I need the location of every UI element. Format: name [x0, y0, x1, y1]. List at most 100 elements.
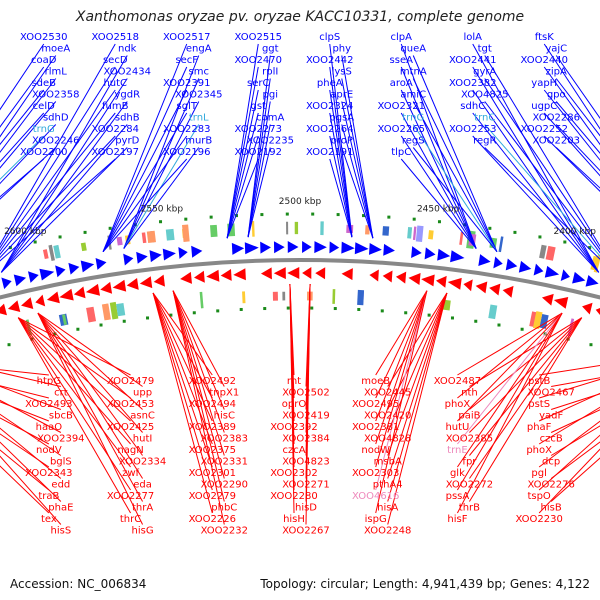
label-leader — [0, 135, 45, 180]
label-leader — [0, 401, 50, 422]
label-leader — [0, 135, 116, 259]
gene-label: XOO2440 — [521, 55, 568, 66]
label-leader — [456, 312, 563, 514]
gene-label: celD — [33, 101, 55, 112]
gene-label: XOO2253 — [449, 124, 496, 135]
gene-label: XOO2442 — [306, 55, 353, 66]
forward-gene-arrow — [273, 241, 285, 254]
scale-tick — [99, 323, 103, 327]
label-leader — [412, 101, 498, 252]
label-leader — [555, 55, 600, 120]
label-leader — [329, 66, 353, 238]
gene-label: yadF — [539, 411, 563, 422]
label-leader — [550, 441, 600, 479]
label-leader — [341, 124, 374, 239]
label-leader — [484, 101, 600, 254]
scale-tick — [538, 235, 542, 239]
reverse-gene-arrow — [421, 274, 435, 287]
label-leader — [472, 112, 600, 273]
reverse-gene-arrow — [153, 274, 165, 287]
label-leader — [152, 292, 213, 468]
forward-category-block — [365, 225, 370, 235]
gene-label: XOO2248 — [364, 526, 411, 537]
forward-category-block — [42, 249, 49, 259]
reverse-gene-arrow — [541, 293, 554, 306]
gene-label: XOO2284 — [92, 124, 139, 135]
label-leader — [387, 292, 448, 387]
label-leader — [484, 78, 600, 251]
forward-strand-features — [1, 221, 600, 290]
label-leader — [172, 290, 225, 456]
forward-category-block — [459, 231, 464, 246]
gene-label: pgl — [531, 468, 546, 479]
gene-label: bglS — [50, 457, 72, 468]
label-leader — [0, 78, 57, 154]
reverse-gene-arrow — [369, 269, 379, 282]
reverse-gene-arrow — [463, 279, 473, 292]
forward-gene-arrow — [478, 254, 491, 267]
reverse-gene-arrow — [435, 275, 447, 288]
gene-label: dcp — [542, 457, 560, 468]
reverse-category-block — [272, 291, 278, 301]
gene-label: XOO2384 — [282, 434, 329, 445]
label-leader — [0, 371, 61, 387]
label-leader — [0, 413, 62, 456]
label-leader — [543, 89, 600, 161]
gene-label: hisF — [447, 514, 467, 525]
forward-gene-arrow — [544, 265, 560, 278]
label-leader — [247, 55, 271, 238]
reverse-gene-arrow — [0, 303, 7, 316]
gene-label: XOO2394 — [37, 434, 84, 445]
forward-category-block — [498, 236, 504, 253]
label-leader — [37, 312, 143, 456]
gene-label: ftsK — [535, 32, 554, 43]
gene-label: XOO2467 — [527, 388, 574, 399]
label-leader — [469, 317, 583, 410]
reverse-gene-arrow — [85, 283, 101, 296]
gene-label: XOO2286 — [533, 113, 580, 124]
scale-tick — [488, 226, 492, 230]
gene-label: XOO2265 — [378, 124, 425, 135]
gene-label: engA — [186, 44, 212, 55]
gene-label: XOO2283 — [163, 124, 210, 135]
reverse-gene-labels: htpG XOO2479 XOO2492 rnt moeB XOO2487 pstB crt u… — [25, 376, 575, 537]
gene-label: trnG — [33, 124, 55, 135]
scale-tick — [8, 246, 12, 250]
label-leader — [152, 292, 213, 514]
gene-label: murB — [185, 136, 212, 147]
label-leader — [555, 147, 600, 189]
label-leader — [0, 147, 128, 273]
label-leader — [0, 427, 62, 479]
label-leader — [0, 158, 116, 262]
gene-label: hisS — [51, 526, 72, 537]
forward-gene-arrow — [149, 250, 162, 263]
gene-label: XOO2518 — [92, 32, 139, 43]
label-leader — [472, 89, 600, 273]
gene-label: traB — [38, 491, 59, 502]
forward-gene-arrow — [136, 251, 148, 264]
gene-label: trnG — [402, 113, 424, 124]
label-leader — [457, 312, 563, 376]
label-leader — [412, 78, 498, 252]
reverse-category-block — [101, 303, 111, 321]
label-leader — [329, 112, 353, 238]
gene-label: XOO2479 — [107, 376, 154, 387]
forward-category-block — [590, 255, 600, 271]
label-leader — [0, 66, 116, 249]
gene-label: XOO2226 — [189, 514, 236, 525]
gene-label: lysS — [332, 67, 352, 78]
scale-tick — [159, 220, 163, 224]
forward-gene-arrow — [424, 247, 436, 260]
gene-label: XOO2453 — [107, 399, 154, 410]
gene-label: hutI — [133, 434, 153, 445]
gene-label: gst — [251, 101, 267, 112]
reverse-gene-arrow — [395, 271, 407, 284]
label-leader — [538, 420, 600, 468]
forward-gene-arrow — [1, 277, 12, 290]
gene-label: XOO2303 — [352, 468, 399, 479]
gene-label: XOO2382 — [449, 78, 496, 89]
gene-label: sbcB — [49, 411, 73, 422]
forward-gene-arrow — [329, 241, 340, 254]
scale-tick — [263, 307, 267, 311]
